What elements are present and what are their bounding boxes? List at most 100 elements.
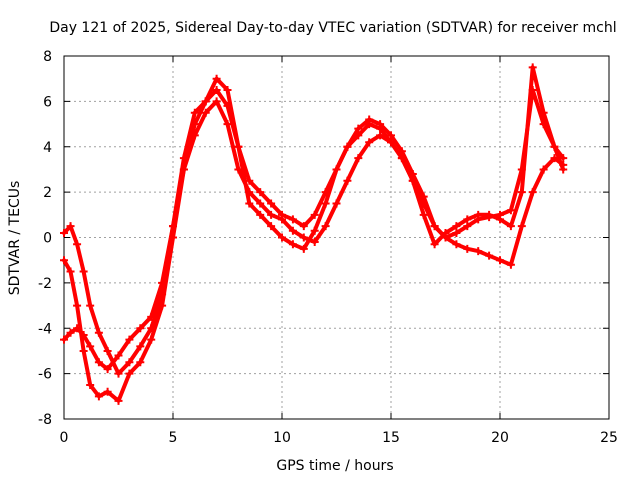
data-point	[485, 251, 494, 260]
y-tick-label: 2	[43, 185, 52, 201]
data-point	[201, 97, 210, 106]
data-point	[419, 192, 428, 201]
data-point	[506, 206, 515, 215]
y-tick-label: -4	[38, 321, 52, 337]
y-tick-label: 4	[43, 140, 52, 156]
data-point	[310, 238, 319, 247]
data-point	[430, 240, 439, 249]
data-point	[147, 335, 156, 344]
data-point	[321, 222, 330, 231]
data-point	[310, 210, 319, 219]
data-point	[66, 267, 75, 276]
data-point	[267, 210, 276, 219]
data-point	[354, 131, 363, 140]
data-point	[114, 351, 123, 360]
data-point	[223, 86, 232, 95]
data-point	[60, 256, 68, 265]
data-point	[179, 154, 188, 163]
data-point	[136, 358, 145, 367]
x-tick-label: 0	[60, 430, 69, 446]
data-point	[158, 278, 167, 287]
x-tick-label: 25	[600, 430, 618, 446]
data-point	[201, 108, 210, 117]
data-point	[288, 226, 297, 235]
data-point	[86, 380, 95, 389]
data-point	[321, 199, 330, 208]
y-tick-label: -2	[38, 276, 52, 292]
data-point	[212, 86, 221, 95]
data-point	[86, 301, 95, 310]
data-point	[94, 358, 103, 367]
data-point	[310, 226, 319, 235]
data-point	[299, 222, 308, 231]
data-point	[256, 210, 265, 219]
data-point	[234, 142, 243, 151]
series-track-2	[60, 74, 568, 405]
data-point	[66, 222, 75, 231]
x-tick-label: 20	[491, 430, 509, 446]
data-point	[321, 188, 330, 197]
data-point	[60, 228, 68, 237]
data-point	[190, 108, 199, 117]
data-point	[365, 138, 374, 147]
x-tick-label: 5	[169, 430, 178, 446]
data-point	[376, 124, 385, 133]
data-point	[79, 267, 88, 276]
data-point	[245, 176, 254, 185]
data-point	[419, 210, 428, 219]
series-line	[62, 99, 566, 376]
y-axis-label: SDTVAR / TECUs	[7, 181, 23, 296]
data-point	[539, 165, 548, 174]
data-point	[79, 346, 88, 355]
data-point	[114, 396, 123, 405]
data-point	[474, 210, 483, 219]
data-point	[136, 342, 145, 351]
data-point	[441, 228, 450, 237]
chart-title: Day 121 of 2025, Sidereal Day-to-day VTE…	[49, 20, 616, 36]
data-point	[463, 215, 472, 224]
data-point	[452, 222, 461, 231]
data-point	[245, 199, 254, 208]
axis-ticks: 0 5 10 15 20 25 -8 -6 -4 -2 0 2 4 6 8	[38, 49, 618, 446]
data-point	[66, 328, 75, 337]
data-point	[343, 142, 352, 151]
data-point	[539, 108, 548, 117]
y-tick-label: -6	[38, 367, 52, 383]
data-point	[158, 301, 167, 310]
data-point	[299, 233, 308, 242]
data-point	[223, 120, 232, 129]
data-point	[125, 358, 134, 367]
data-point	[79, 331, 88, 340]
data-point	[278, 233, 286, 242]
data-point	[288, 240, 297, 249]
data-point	[354, 154, 363, 163]
data-point	[506, 260, 515, 269]
data-point	[125, 369, 134, 378]
data-point	[94, 392, 103, 401]
x-tick-label: 10	[273, 430, 291, 446]
data-point	[73, 240, 82, 249]
data-point	[332, 165, 341, 174]
data-point	[288, 215, 297, 224]
data-point	[267, 199, 276, 208]
data-point	[147, 312, 156, 321]
data-point	[299, 244, 308, 253]
data-point	[474, 247, 483, 256]
data-point	[278, 210, 286, 219]
data-point	[267, 222, 276, 231]
data-point	[114, 369, 123, 378]
data-point	[528, 63, 537, 72]
data-point	[550, 142, 559, 151]
data-point	[365, 120, 374, 129]
data-point	[496, 256, 504, 265]
y-tick-label: 0	[43, 231, 52, 247]
data-point	[430, 222, 439, 231]
data-point	[463, 244, 472, 253]
data-point	[376, 131, 385, 140]
data-point	[103, 365, 112, 374]
data-point	[125, 335, 134, 344]
y-tick-label: 6	[43, 94, 52, 110]
data-point	[506, 222, 515, 231]
data-point	[136, 324, 145, 333]
